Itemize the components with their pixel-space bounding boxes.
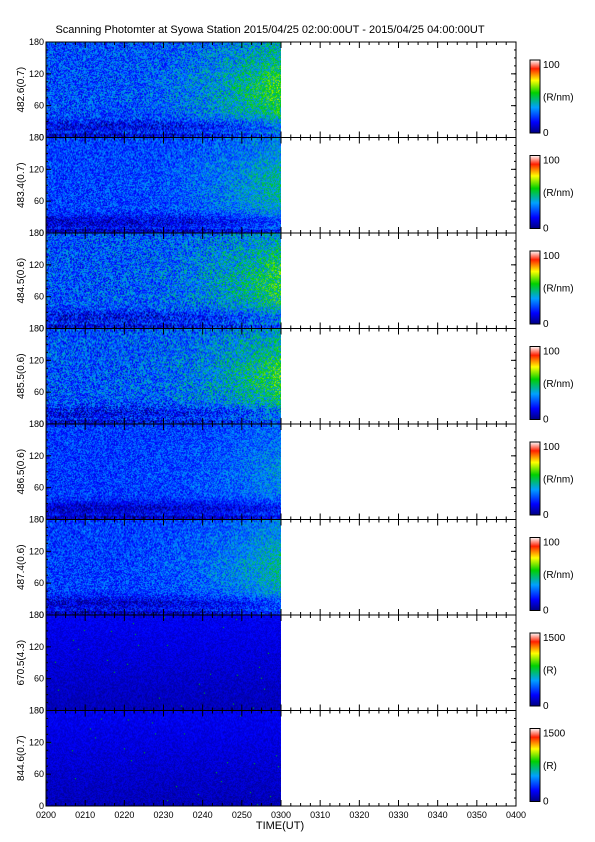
panel-y-label: 487.4(0.6) <box>16 544 27 590</box>
colorbar-min-label: 0 <box>543 224 549 235</box>
heatmap-panel-4 <box>46 328 281 424</box>
y-tick-label: 0 <box>39 706 44 716</box>
colorbar <box>529 632 541 707</box>
colorbar-unit-label: (R) <box>543 761 557 772</box>
y-tick-label: 120 <box>29 737 44 747</box>
colorbar-unit-label: (R/nm) <box>543 379 574 390</box>
y-tick-label: 60 <box>34 674 44 684</box>
panel-y-label: 844.6(0.7) <box>16 735 27 781</box>
x-tick-label: 0220 <box>114 810 134 820</box>
y-tick-label: 60 <box>34 578 44 588</box>
y-tick-label: 120 <box>29 642 44 652</box>
colorbar-max-label: 1500 <box>543 633 566 644</box>
y-tick-label: 60 <box>34 101 44 111</box>
x-tick-label: 0240 <box>193 810 213 820</box>
x-tick-label: 0310 <box>310 810 330 820</box>
colorbar <box>529 441 541 516</box>
colorbar-min-label: 0 <box>543 701 549 712</box>
y-tick-label: 120 <box>29 260 44 270</box>
colorbar-max-label: 100 <box>543 251 560 262</box>
y-tick-label: 180 <box>29 515 44 525</box>
y-tick-label: 60 <box>34 483 44 493</box>
heatmap-panel-5 <box>46 424 281 520</box>
colorbar-min-label: 0 <box>543 797 549 808</box>
panel-y-label: 670.5(4.3) <box>16 640 27 686</box>
y-tick-label: 180 <box>29 610 44 620</box>
panel-y-label: 484.5(0.6) <box>16 258 27 304</box>
colorbar-min-label: 0 <box>543 128 549 139</box>
y-tick-label: 120 <box>29 451 44 461</box>
y-tick-label: 0 <box>39 228 44 238</box>
heatmap-panel-1 <box>46 42 281 138</box>
colorbar-unit-label: (R/nm) <box>543 284 574 295</box>
x-axis-label: TIME(UT) <box>255 820 305 832</box>
y-tick-label: 0 <box>39 610 44 620</box>
y-tick-label: 180 <box>29 324 44 334</box>
panel-y-label: 485.5(0.6) <box>16 353 27 399</box>
y-tick-label: 60 <box>34 292 44 302</box>
heatmap-panel-3 <box>46 233 281 329</box>
y-tick-label: 60 <box>34 196 44 206</box>
heatmap-panel-2 <box>46 137 281 233</box>
y-tick-label: 0 <box>39 801 44 811</box>
y-tick-label: 180 <box>29 37 44 47</box>
colorbar-unit-label: (R) <box>543 666 557 677</box>
y-tick-label: 60 <box>34 769 44 779</box>
x-tick-label: 0340 <box>428 810 448 820</box>
x-tick-label: 0200 <box>36 810 56 820</box>
panel-y-label: 482.6(0.7) <box>16 67 27 113</box>
y-tick-label: 0 <box>39 419 44 429</box>
heatmap-panel-8 <box>46 710 281 806</box>
x-tick-label: 0320 <box>349 810 369 820</box>
colorbar-max-label: 100 <box>543 538 560 549</box>
x-tick-label: 0350 <box>467 810 487 820</box>
y-tick-label: 180 <box>29 706 44 716</box>
panel-y-label: 486.5(0.6) <box>16 449 27 495</box>
y-tick-label: 120 <box>29 355 44 365</box>
colorbar <box>529 59 541 134</box>
colorbar <box>529 728 541 802</box>
x-tick-label: 0250 <box>232 810 252 820</box>
y-tick-label: 120 <box>29 164 44 174</box>
x-tick-label: 0210 <box>75 810 95 820</box>
x-tick-label: 0400 <box>506 810 526 820</box>
y-tick-label: 180 <box>29 419 44 429</box>
y-tick-label: 60 <box>34 387 44 397</box>
colorbar-unit-label: (R/nm) <box>543 188 574 199</box>
x-tick-label: 0230 <box>153 810 173 820</box>
colorbar <box>529 155 541 229</box>
colorbar-min-label: 0 <box>543 510 549 521</box>
panel-y-label: 483.4(0.7) <box>16 162 27 208</box>
colorbar-min-label: 0 <box>543 319 549 330</box>
y-tick-label: 0 <box>39 324 44 334</box>
y-tick-label: 180 <box>29 228 44 238</box>
colorbar-unit-label: (R/nm) <box>543 93 574 104</box>
colorbar-min-label: 0 <box>543 606 549 617</box>
colorbar-min-label: 0 <box>543 415 549 426</box>
y-tick-label: 120 <box>29 69 44 79</box>
x-tick-label: 0300 <box>271 810 291 820</box>
y-tick-label: 180 <box>29 133 44 143</box>
colorbar <box>529 346 541 420</box>
y-tick-label: 0 <box>39 133 44 143</box>
colorbar-max-label: 100 <box>543 347 560 358</box>
page-title: Scanning Photomter at Syowa Station 2015… <box>55 24 485 36</box>
colorbar-unit-label: (R/nm) <box>543 475 574 486</box>
colorbar-max-label: 100 <box>543 60 560 71</box>
colorbar <box>529 537 541 611</box>
colorbar <box>529 250 541 325</box>
x-tick-label: 0330 <box>388 810 408 820</box>
colorbar-max-label: 1500 <box>543 729 566 740</box>
colorbar-max-label: 100 <box>543 156 560 167</box>
colorbar-unit-label: (R/nm) <box>543 570 574 581</box>
heatmap-panel-7 <box>46 615 281 711</box>
y-tick-label: 0 <box>39 515 44 525</box>
y-tick-label: 120 <box>29 546 44 556</box>
heatmap-panel-6 <box>46 519 281 615</box>
colorbar-max-label: 100 <box>543 442 560 453</box>
